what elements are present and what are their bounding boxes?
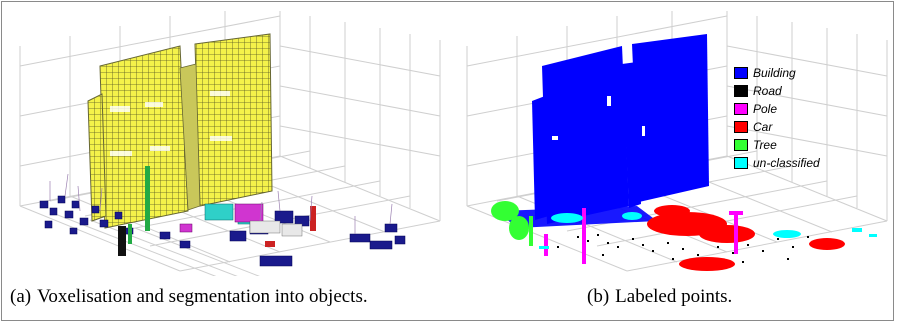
legend-item: Road <box>734 82 824 100</box>
caption-b-tag: (b) <box>587 286 610 307</box>
caption-a: (a) Voxelisation and segmentation into ob… <box>10 286 368 308</box>
pole-points <box>544 208 743 264</box>
labeled-points-plot <box>466 11 888 272</box>
legend-label: Car <box>753 120 773 134</box>
legend-label: un-classified <box>753 156 820 170</box>
segmented-objects-a <box>39 166 406 267</box>
legend-item: Car <box>734 118 824 136</box>
voxelised-building <box>87 33 273 229</box>
legend-label: Building <box>753 66 796 80</box>
legend-swatch <box>734 121 748 133</box>
caption-b: (b) Labeled points. <box>587 286 732 308</box>
tree-points <box>491 201 533 246</box>
building-points <box>497 34 709 228</box>
caption-a-tag: (a) <box>10 286 32 307</box>
panel-b-labeled-points: Building Road Pole Car Tree un-classified <box>457 6 892 276</box>
legend-item: Building <box>734 64 824 82</box>
legend-swatch <box>734 157 748 169</box>
legend-label: Road <box>753 84 782 98</box>
unclassified-points <box>539 212 877 249</box>
car-points <box>647 205 845 271</box>
caption-b-text: Labeled points. <box>615 286 733 307</box>
caption-a-text: Voxelisation and segmentation into objec… <box>37 286 368 307</box>
legend-label: Pole <box>753 102 778 116</box>
legend-label: Tree <box>753 138 777 152</box>
legend-swatch <box>734 85 748 97</box>
legend-item: Tree <box>734 136 824 154</box>
legend-swatch <box>734 67 748 79</box>
legend-item: un-classified <box>734 154 824 172</box>
legend-swatch <box>734 103 748 115</box>
legend-item: Pole <box>734 100 824 118</box>
panel-a-voxelisation <box>10 6 445 276</box>
legend-swatch <box>734 139 748 151</box>
voxelisation-plot <box>19 11 441 276</box>
legend: Building Road Pole Car Tree un-classified <box>734 64 824 172</box>
